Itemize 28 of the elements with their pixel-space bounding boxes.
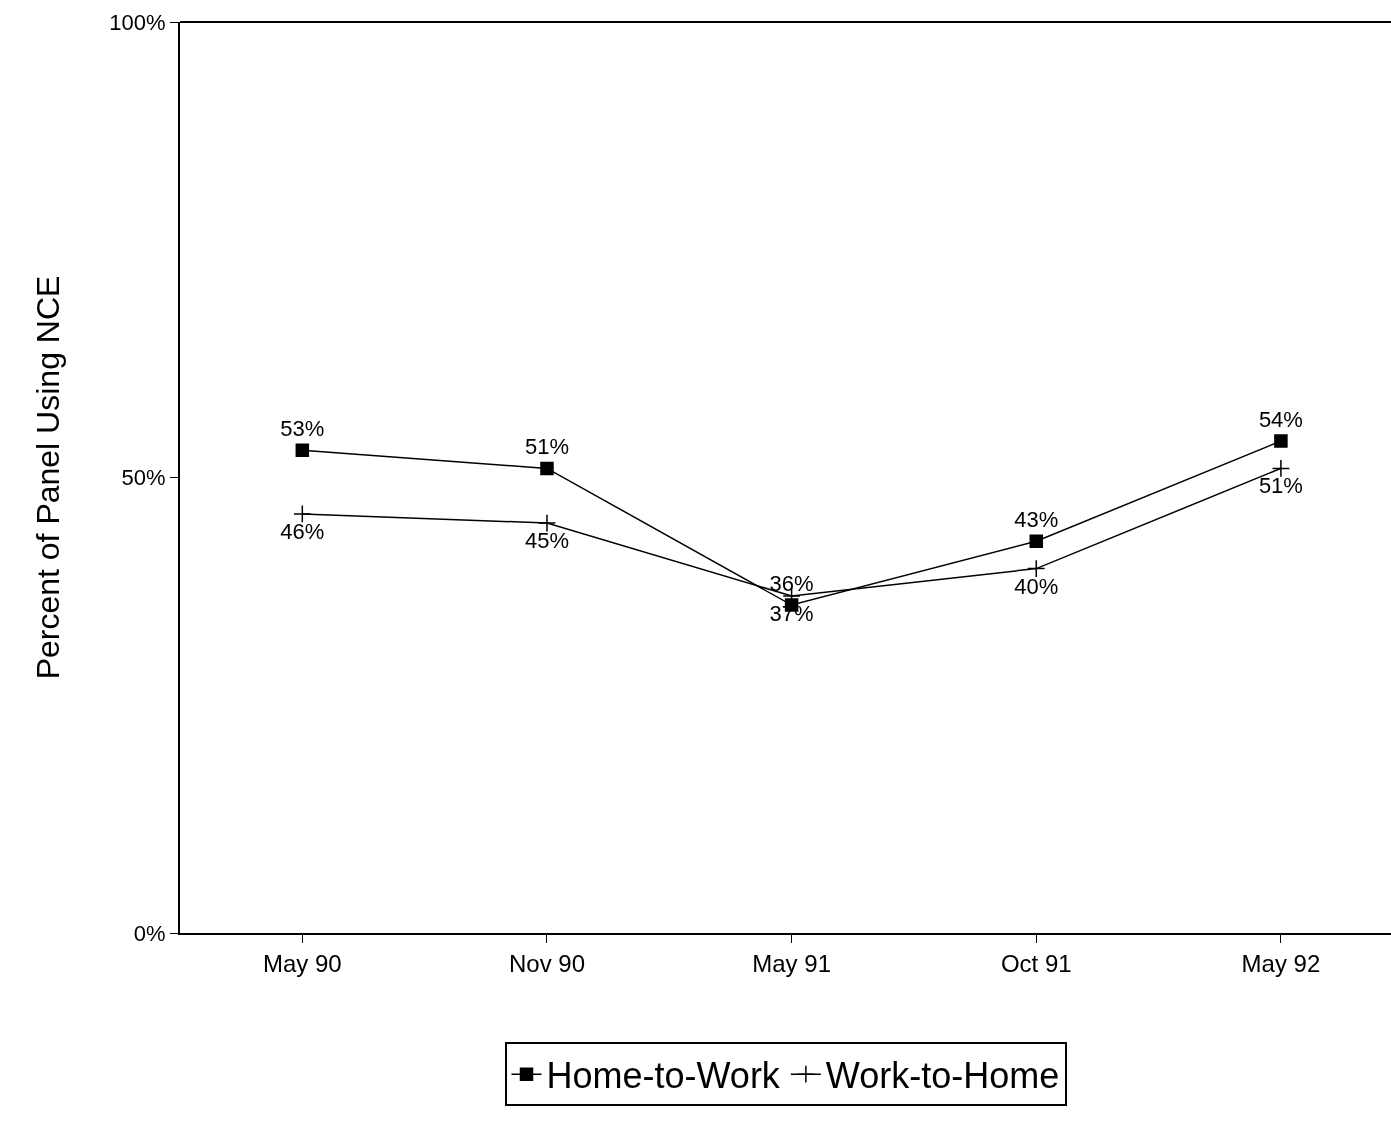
data-label: 54% (1258, 407, 1303, 433)
point (295, 443, 310, 457)
point (1271, 459, 1291, 478)
point (1027, 559, 1046, 578)
data-label: 51% (524, 434, 569, 460)
y-tick-label: 0% (133, 920, 166, 946)
y-tick-label: 100% (109, 9, 166, 35)
point (1029, 534, 1044, 549)
data-label: 53% (280, 416, 325, 442)
data-label: 51% (1258, 473, 1303, 499)
legend-label: Work-to-Home (825, 1055, 1060, 1097)
data-label: 43% (1014, 507, 1059, 533)
data-label: 36% (769, 571, 814, 597)
x-tick-label: Oct 91 (1000, 949, 1072, 977)
data-label: 46% (280, 518, 325, 544)
point (1274, 434, 1288, 448)
data-label: 45% (524, 528, 569, 554)
point (537, 513, 557, 533)
y-tick-label: 50% (121, 465, 166, 491)
x-tick-label: Nov 90 (508, 949, 585, 977)
x-tick-label: May 92 (1241, 949, 1321, 977)
x-tick-label: May 91 (752, 949, 831, 977)
legend-label: Home-to-Work (546, 1055, 781, 1097)
point (293, 504, 312, 524)
y-axis-title: Percent of Panel Using NCE (30, 275, 67, 680)
x-tick-label: May 90 (262, 949, 342, 977)
data-label: 40% (1014, 573, 1059, 599)
point (540, 461, 554, 476)
